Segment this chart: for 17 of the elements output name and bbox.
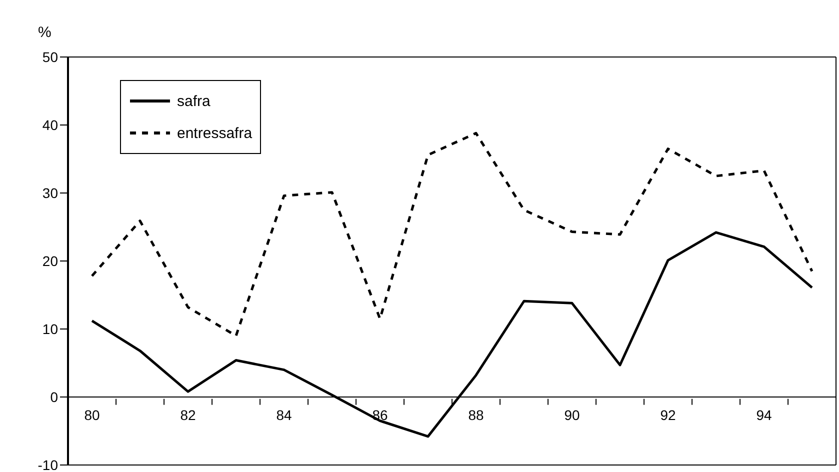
y-tick-label: -10 — [38, 456, 58, 472]
x-tick-label: 80 — [84, 406, 100, 423]
y-axis-title: % — [38, 24, 52, 41]
x-tick-label: 82 — [180, 406, 196, 423]
x-tick-label: 88 — [468, 406, 484, 423]
y-tick-label: 40 — [42, 116, 58, 133]
y-tick-label: 20 — [42, 252, 58, 269]
y-tick-label: 10 — [42, 320, 58, 337]
x-tick-label: 84 — [276, 406, 292, 423]
legend-label: entressafra — [177, 124, 252, 142]
x-tick-label: 90 — [564, 406, 580, 423]
y-tick-label: 0 — [50, 388, 58, 405]
y-tick-label: 50 — [42, 48, 58, 65]
y-tick-label: 30 — [42, 184, 58, 201]
x-tick-label: 94 — [756, 406, 772, 423]
x-tick-label: 92 — [660, 406, 676, 423]
legend-label: safra — [177, 92, 210, 110]
